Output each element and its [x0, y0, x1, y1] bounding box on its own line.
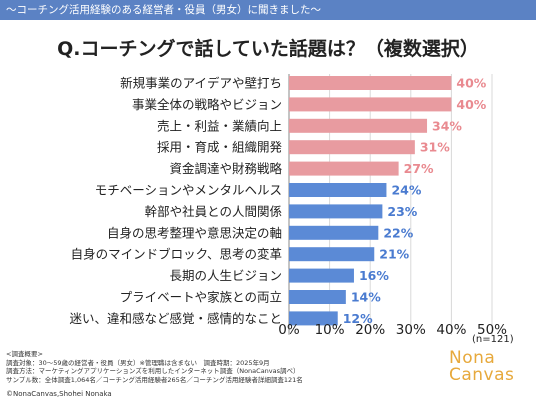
bar [289, 247, 375, 262]
survey-note-line: <調査概要> [6, 350, 43, 358]
value-label: 23% [387, 204, 417, 219]
value-label: 22% [383, 225, 413, 240]
category-label: 採用・育成・組織開発 [157, 140, 283, 155]
bar [289, 161, 399, 176]
survey-note-line: 調査方法：マーケティングアプリケーションズを利用したインターネット調査（Nona… [6, 367, 300, 376]
bar [289, 97, 452, 112]
category-label: モチベーションやメンタルヘルス [95, 183, 282, 198]
category-label: 資金調達や財務戦略 [169, 161, 282, 176]
value-label: 40% [456, 97, 486, 112]
survey-notes: <調査概要> 調査対象：30～59歳の経営者・役員（男女）※管理職は含まない 調… [6, 350, 303, 384]
bar [289, 225, 379, 240]
header-banner: 〜コーチング活用経験のある経営者・役員（男女）に聞きました〜 [0, 0, 536, 20]
bar [289, 140, 415, 155]
category-label: 長期の人生ビジョン [169, 268, 282, 283]
x-tick-label: 50% [477, 322, 507, 338]
value-label: 12% [343, 311, 373, 326]
logo-line-1: Nona [449, 348, 496, 368]
value-label: 16% [359, 268, 389, 283]
value-label: 21% [379, 247, 409, 262]
category-label: 新規事業のアイデアや壁打ち [120, 76, 282, 91]
x-tick-label: 20% [355, 322, 385, 338]
category-label: プライベートや家族との両立 [120, 290, 282, 305]
survey-note-line: サンプル数：全体調査1,064名／コーチング活用経験者265名／コーチング活用経… [6, 375, 303, 384]
x-tick-label: 10% [315, 322, 345, 338]
nonacanvas-logo: Nona Canvas [449, 350, 514, 384]
logo-line-2: Canvas [449, 365, 515, 385]
x-tick-label: 30% [396, 322, 426, 338]
value-label: 34% [432, 118, 462, 133]
bar [289, 76, 452, 90]
category-label: 幹部や社員との人間関係 [145, 204, 282, 219]
value-label: 14% [351, 290, 381, 305]
category-label: 自身のマインドブロック、思考の変革 [71, 247, 282, 262]
bar [289, 183, 387, 197]
value-label: 31% [420, 140, 450, 155]
x-tick-label: 0% [278, 322, 300, 338]
value-label: 24% [391, 183, 421, 198]
bar [289, 204, 383, 219]
value-label: 40% [456, 76, 486, 91]
bar [289, 311, 338, 326]
category-label: 売上・利益・業績向上 [157, 118, 282, 133]
bar [289, 290, 346, 304]
survey-note-line: 調査対象：30～59歳の経営者・役員（男女）※管理職は含まない 調査時期：202… [6, 358, 270, 367]
bar [289, 118, 428, 133]
copyright-credit: ©NonaCanvas,Shohei Nonaka [6, 390, 112, 398]
x-tick-label: 40% [436, 322, 466, 338]
sample-size-label: (n=121) [472, 334, 514, 345]
value-label: 27% [404, 161, 434, 176]
category-label: 迷い、違和感など感覚・感情的なこと [69, 311, 282, 326]
category-label: 事業全体の戦略やビジョン [132, 97, 282, 112]
bar [289, 268, 354, 283]
question-title: Q.コーチングで話していた話題は？（複数選択） [57, 38, 479, 60]
category-label: 自身の思考整理や意思決定の軸 [107, 225, 282, 240]
